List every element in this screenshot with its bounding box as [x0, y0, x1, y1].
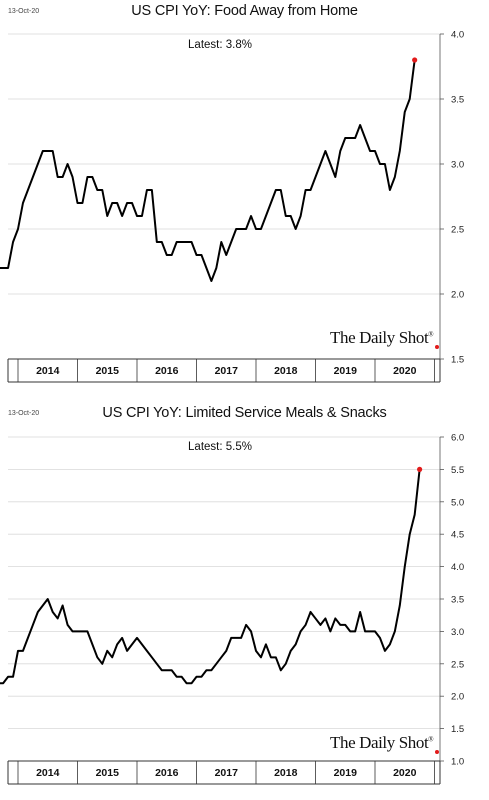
line-chart-svg: 1.0 1.5 2.0 2.5 3.0 3.5 4.0 4.5 5.0 5.5 6.0 2014 201…	[0, 433, 464, 785]
y-tick-label: 4.0	[451, 30, 464, 41]
x-tick-label: 2020	[393, 365, 417, 377]
chart-title: US CPI YoY: Limited Service Meals & Snac…	[102, 405, 387, 421]
brand-dot	[435, 345, 439, 349]
y-tick-label: 2.0	[451, 290, 464, 301]
y-tick-label: 3.0	[451, 627, 464, 638]
latest-point-marker	[412, 57, 418, 63]
latest-point-marker	[417, 466, 423, 472]
brand-text: The Daily Shot	[330, 733, 429, 752]
date-stamp: 13-Oct-20	[8, 410, 40, 417]
latest-value-label: Latest: 5.5%	[188, 441, 252, 453]
y-tick-label: 3.5	[451, 595, 464, 606]
x-tick-label: 2015	[96, 767, 120, 779]
x-tick-label: 2018	[274, 767, 298, 779]
series-line	[0, 469, 421, 685]
y-tick-label: 5.0	[451, 497, 464, 508]
daily-shot-logo: The Daily Shot®	[330, 328, 434, 348]
y-tick-label: 1.5	[451, 355, 464, 366]
y-tick-label: 2.5	[451, 225, 464, 236]
y-tick-label: 1.5	[451, 724, 464, 735]
y-tick-label: 2.0	[451, 692, 464, 703]
line-chart-svg: 1.5 2.0 2.5 3.0 3.5 4.0 2014 2015 2016 2017 2018 20…	[0, 30, 464, 383]
x-tick-label: 2016	[155, 365, 179, 377]
y-tick-label: 2.5	[451, 659, 464, 670]
x-tick-label: 2017	[215, 767, 239, 779]
y-tick-label: 5.5	[451, 465, 464, 476]
x-tick-label: 2017	[215, 365, 239, 377]
brand-text: The Daily Shot	[330, 328, 429, 347]
latest-value-label: Latest: 3.8%	[188, 39, 252, 51]
x-tick-label: 2019	[334, 365, 358, 377]
brand-mark: ®	[428, 330, 434, 339]
x-tick-label: 2020	[393, 767, 417, 779]
y-tick-label: 4.0	[451, 562, 464, 573]
x-tick-label: 2018	[274, 365, 298, 377]
x-tick-label: 2019	[334, 767, 358, 779]
series-line	[0, 59, 416, 282]
x-tick-label: 2016	[155, 767, 179, 779]
x-tick-label: 2014	[36, 767, 60, 779]
daily-shot-logo: The Daily Shot®	[330, 733, 434, 753]
chart-panel-limited-service-meals: 13-Oct-20 US CPI YoY: Limited Service Me…	[0, 402, 489, 800]
x-tick-label: 2015	[96, 365, 120, 377]
date-stamp: 13-Oct-20	[8, 8, 40, 15]
chart-title: US CPI YoY: Food Away from Home	[131, 3, 358, 19]
y-tick-label: 6.0	[451, 433, 464, 444]
brand-mark: ®	[428, 735, 434, 744]
y-tick-label: 1.0	[451, 757, 464, 768]
chart-panel-food-away-from-home: 13-Oct-20 US CPI YoY: Food Away from Hom…	[0, 3, 464, 383]
y-tick-label: 3.0	[451, 160, 464, 171]
x-tick-label: 2014	[36, 365, 60, 377]
y-tick-label: 4.5	[451, 530, 464, 541]
y-tick-label: 3.5	[451, 95, 464, 106]
brand-dot	[435, 750, 439, 754]
